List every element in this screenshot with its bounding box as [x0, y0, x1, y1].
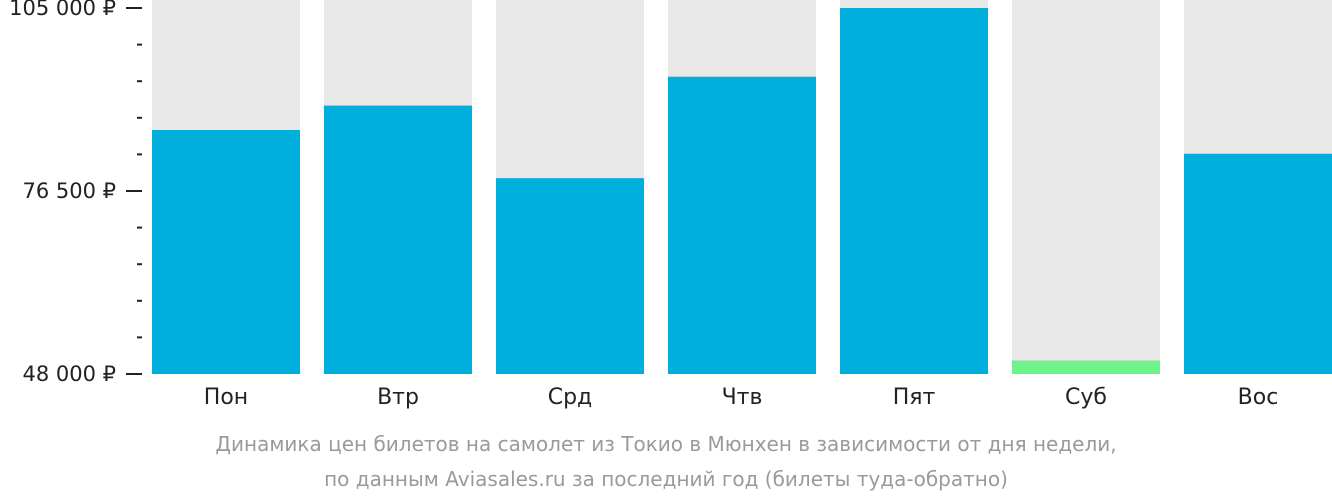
x-axis: Пон Втр Срд Чтв Пят Суб Вос: [204, 385, 1279, 410]
bars: [152, 8, 1332, 374]
x-tick-label: Суб: [1065, 385, 1107, 410]
bar: [324, 105, 472, 374]
bar-track: [1012, 0, 1160, 374]
bar-min-price: [1012, 360, 1160, 374]
chart-caption-line-1: Динамика цен билетов на самолет из Токио…: [215, 432, 1117, 456]
bar: [496, 178, 644, 374]
x-tick-label: Втр: [377, 385, 419, 410]
x-tick-label: Пят: [893, 385, 936, 410]
y-axis: 105 000 ₽ 76 500 ₽ 48 000 ₽: [9, 0, 142, 386]
y-tick-label: 48 000 ₽: [22, 362, 116, 386]
y-tick-label: 76 500 ₽: [22, 179, 116, 203]
chart-caption-line-2: по данным Aviasales.ru за последний год …: [324, 467, 1008, 491]
bar: [1184, 153, 1332, 374]
bar: [152, 130, 300, 374]
x-tick-label: Пон: [204, 385, 248, 410]
bar: [668, 76, 816, 374]
x-tick-label: Вос: [1238, 385, 1279, 410]
bar-chart: 105 000 ₽ 76 500 ₽ 48 000 ₽ Пон Втр Срд Чтв Пя…: [9, 0, 1332, 410]
y-tick-label: 105 000 ₽: [9, 0, 116, 20]
x-tick-label: Чтв: [722, 385, 763, 410]
bar: [840, 8, 988, 374]
x-tick-label: Срд: [548, 385, 593, 410]
